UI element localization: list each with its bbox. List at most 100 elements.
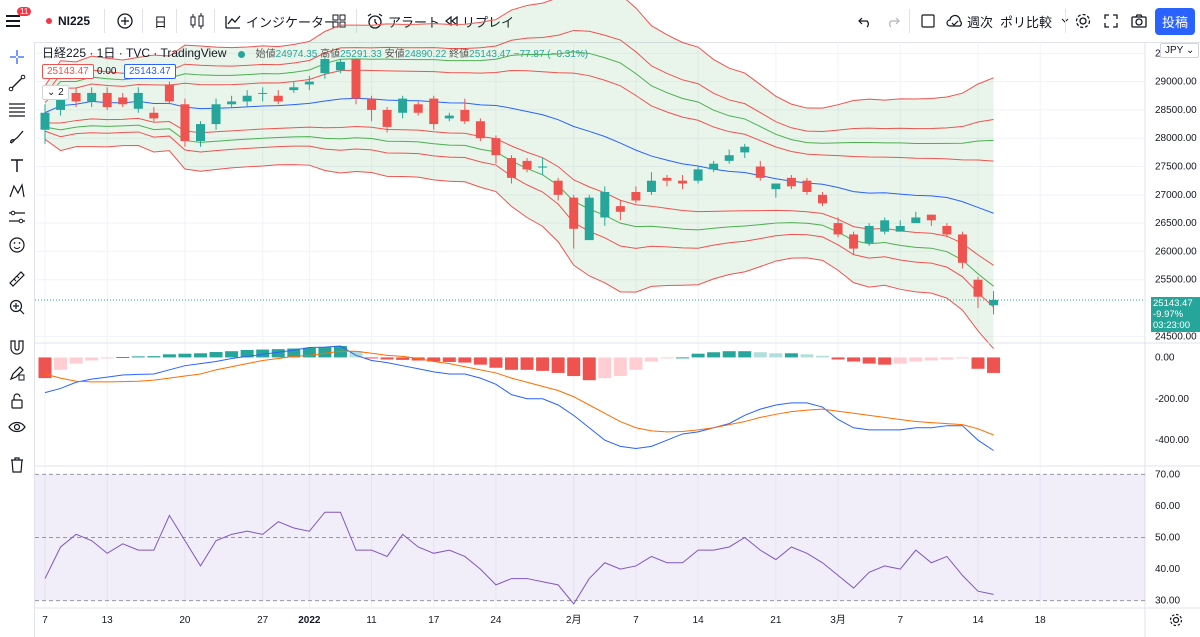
candle-body — [771, 183, 781, 190]
visibility-tool[interactable] — [4, 416, 30, 438]
price-tick-label: 29000.00 — [1155, 77, 1197, 88]
time-tick-label: 17 — [428, 615, 440, 626]
market-status-dot-icon — [237, 50, 245, 58]
indicator-value-box: 25143.47 — [42, 64, 94, 79]
currency-selector[interactable]: JPY ⌄ — [1160, 43, 1200, 58]
toolbar-divider — [214, 9, 215, 33]
change-value: −77.87 (−0.31%) — [513, 49, 589, 60]
brush-tool[interactable] — [4, 126, 30, 148]
candle-body — [351, 58, 361, 99]
crosshair-tool[interactable] — [4, 46, 30, 68]
zoom-tool[interactable] — [4, 296, 30, 318]
macd-histogram-bar — [100, 357, 114, 359]
candle-body — [491, 138, 501, 156]
undo-icon — [858, 17, 869, 28]
time-tick-label: 3月 — [830, 614, 846, 626]
indicators-button[interactable]: インジケーター — [224, 0, 337, 42]
macd-histogram-bar — [131, 356, 145, 358]
symbol-search[interactable]: NI225 — [46, 0, 90, 42]
menu-button[interactable]: 11 — [6, 0, 32, 42]
macd-histogram-bar — [178, 353, 192, 358]
collapse-legend-button[interactable]: ⌄ 2 — [42, 85, 69, 100]
alert-button[interactable]: アラート — [366, 0, 440, 42]
grid-lines — [35, 42, 1145, 607]
axis-settings-button[interactable] — [1168, 612, 1184, 633]
macd-histogram-bar — [271, 349, 285, 358]
macd-tick-label: -200.00 — [1155, 394, 1189, 405]
macd-histogram-bar — [333, 346, 347, 358]
chart-type-button[interactable] — [188, 0, 206, 42]
time-tick-label: 7 — [42, 615, 48, 626]
interval-label: 日 — [154, 14, 168, 30]
candle-body — [615, 206, 625, 212]
low-value: 24890.22 — [404, 49, 447, 60]
text-tool[interactable] — [4, 154, 30, 176]
macd-histogram-bar — [473, 357, 487, 365]
envelope-band-line — [44, 69, 994, 162]
select-box-button[interactable] — [920, 0, 936, 42]
rsi-tick-label: 40.00 — [1155, 564, 1180, 575]
price-tick-label: 27000.00 — [1155, 190, 1197, 201]
last-price-change: -9.97% — [1153, 309, 1184, 320]
undo-button[interactable] — [857, 0, 873, 42]
envelope-band-line — [44, 51, 994, 144]
candles-icon — [190, 13, 204, 29]
add-symbol-button[interactable] — [116, 0, 134, 42]
legend-title: 日経225 · 1日 · TVC · TradingView — [42, 46, 227, 60]
alarm-clock-icon — [367, 13, 383, 29]
snapshot-button[interactable] — [1130, 0, 1148, 42]
pattern-tool[interactable] — [4, 180, 30, 202]
candle-body — [989, 299, 999, 306]
lock-drawing-tool[interactable] — [4, 362, 30, 384]
candle-body — [786, 177, 796, 187]
macd-histogram-bar — [302, 347, 316, 358]
interval-button[interactable]: 日 — [154, 0, 167, 42]
hamburger-icon — [6, 15, 20, 27]
fib-tool[interactable] — [4, 98, 30, 120]
candle-body — [818, 194, 827, 204]
envelope-fill — [45, 0, 994, 349]
candle-body — [398, 98, 408, 113]
timeframe-button[interactable]: 週次 — [946, 0, 993, 42]
trendline-tool[interactable] — [4, 72, 30, 94]
emoji-tool[interactable] — [4, 234, 30, 256]
macd-histogram-bar — [505, 357, 518, 370]
macd-histogram-bar — [784, 353, 798, 358]
candle-body — [133, 92, 143, 109]
time-tick-label: 2月 — [566, 614, 582, 626]
candle-body — [413, 104, 423, 113]
price-tick-label: 26500.00 — [1155, 218, 1197, 229]
measure-tool[interactable] — [4, 268, 30, 290]
chevron-down-icon: ⌄ — [1183, 45, 1195, 56]
magnet-tool[interactable] — [4, 336, 30, 358]
prediction-icon — [9, 210, 25, 224]
top-toolbar: 11 NI225 日 インジケーター アラート リプレイ 週次 — [0, 0, 1200, 43]
plus-circle-icon — [117, 13, 133, 29]
macd-histogram-bar — [411, 357, 425, 361]
settings-button[interactable] — [1074, 0, 1092, 42]
macd-histogram-bar — [54, 357, 68, 370]
candle-body — [553, 180, 563, 195]
indicators-label: インジケーター — [246, 14, 338, 30]
macd-histogram-bar — [613, 357, 627, 377]
fullscreen-button[interactable] — [1103, 0, 1119, 42]
candle-body — [40, 112, 50, 130]
fib-lines-icon — [9, 103, 25, 117]
toolbar-divider — [356, 9, 357, 33]
delete-tool[interactable] — [4, 454, 30, 476]
prediction-tool[interactable] — [4, 206, 30, 228]
macd-histogram-bar — [69, 357, 83, 364]
macd-histogram-bar — [940, 357, 954, 360]
lock-tool[interactable] — [4, 390, 30, 412]
replay-button[interactable]: リプレイ — [444, 0, 514, 42]
macd-histogram-bar — [551, 357, 565, 373]
brush-icon — [10, 130, 24, 144]
macd-histogram-bar — [582, 357, 596, 381]
post-button[interactable]: 投稿 — [1155, 8, 1195, 35]
redo-button[interactable] — [885, 0, 901, 42]
macd-histogram-bar — [753, 352, 767, 358]
candle-body — [662, 177, 672, 181]
candle-body — [522, 160, 532, 170]
live-dot-icon — [46, 18, 52, 24]
